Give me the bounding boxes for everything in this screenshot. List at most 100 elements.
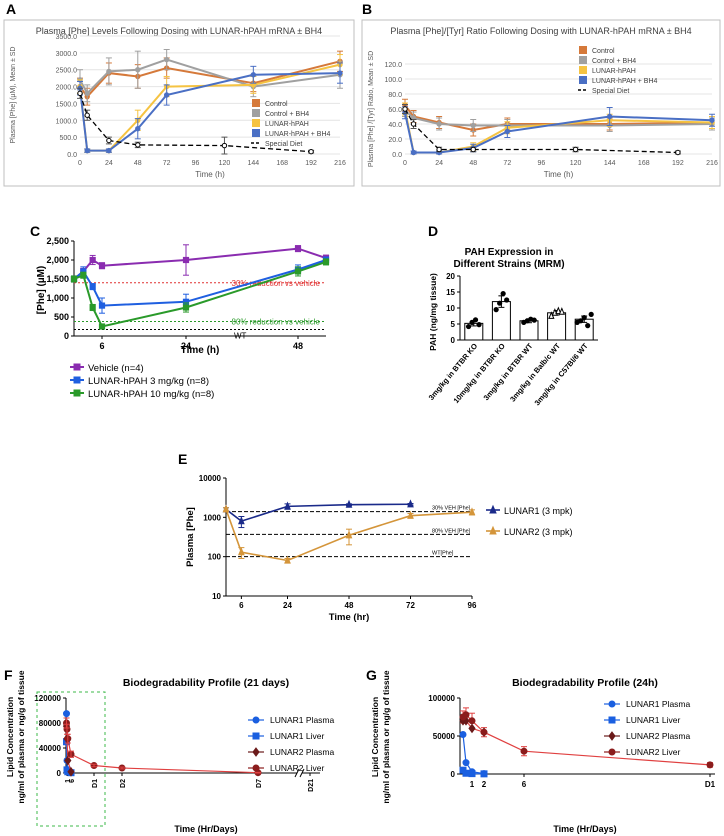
chart-b-frame — [361, 19, 721, 187]
chart-g-legend-label: LUNAR2 Liver — [626, 747, 680, 757]
chart-a-xtick: 168 — [276, 160, 288, 167]
chart-b-xtick: 96 — [538, 160, 546, 167]
chart-b-series-3-marker — [709, 117, 715, 123]
chart-f-series-2-marker — [67, 766, 75, 777]
chart-b-legend-label: Special Diet — [592, 88, 629, 95]
chart-a-series-3-marker — [163, 92, 170, 98]
chart-e-series-0-line — [225, 503, 411, 523]
chart-d-point — [493, 307, 499, 313]
chart-e-ytick: 10000 — [199, 474, 222, 483]
chart-f-series-0-marker — [63, 710, 70, 718]
chart-b-xlabel: Time (h) — [544, 170, 574, 179]
chart-f-xtick: D7 — [256, 779, 263, 788]
chart-d-ytick: 20 — [446, 272, 455, 281]
chart-e-series-0-marker — [345, 499, 353, 508]
chart-c-xtick: 48 — [293, 341, 303, 351]
chart-e-series-1-marker — [222, 504, 230, 513]
chart-f-legend-label: LUNAR1 Liver — [270, 731, 324, 741]
panel-c-label: C — [30, 223, 40, 239]
chart-g-series-1-marker — [480, 770, 488, 778]
chart-c-ytick: 1,500 — [46, 274, 69, 284]
panel-b-label: B — [362, 1, 372, 17]
chart-d-point — [531, 317, 537, 323]
chart-d-point — [578, 318, 584, 324]
chart-g-ytick: 0 — [451, 770, 456, 779]
chart-a-series-3-marker — [84, 147, 90, 154]
chart-g-legend-marker — [608, 716, 616, 724]
chart-e-xtick: 96 — [468, 601, 477, 610]
chart-e-ytick: 10 — [212, 592, 221, 601]
chart-d-category: 3mg/kg in BTBR WT — [482, 341, 535, 402]
chart-e-refline-label: WT[Phe] — [432, 551, 454, 557]
chart-b-ytick: 60.0 — [388, 107, 402, 114]
chart-f-xtick: D1 — [92, 779, 99, 788]
chart-e-xtick: 72 — [406, 601, 415, 610]
chart-b-series-3-marker — [410, 149, 417, 156]
chart-c-refline-label: WT — [234, 332, 247, 341]
chart-a-legend-swatch — [252, 99, 260, 107]
chart-b-ytick: 100.0 — [384, 77, 402, 84]
chart-d-point — [497, 300, 503, 306]
chart-f-legend-marker — [252, 716, 260, 724]
chart-c-ytick: 1,000 — [46, 293, 69, 303]
chart-a-series-1-marker — [106, 68, 112, 75]
chart-b-xtick: 120 — [570, 160, 582, 167]
chart-f-legend-label: LUNAR2 Liver — [270, 763, 324, 773]
chart-d-category: 3mg/kg in C57Bl/6 WT — [532, 341, 590, 407]
chart-a-series-1-marker — [163, 56, 170, 63]
chart-b-xtick: 168 — [638, 160, 650, 167]
chart-g-xtick: 2 — [482, 780, 487, 789]
chart-f-ylabel-cont: ng/ml of plasma or ng/g of tissue — [16, 670, 26, 803]
chart-d-point — [472, 317, 479, 323]
chart-b-legend-swatch — [579, 46, 587, 54]
chart-a-ytick: 2500.0 — [56, 68, 78, 75]
chart-c-ytick: 0 — [64, 331, 69, 341]
chart-a-series-4-marker — [308, 148, 314, 155]
chart-d-ytick: 5 — [451, 320, 456, 329]
chart-a-xtick: 144 — [247, 160, 259, 167]
chart-c-xlabel: Time (h) — [181, 345, 220, 356]
chart-c-legend-marker — [73, 376, 81, 384]
chart-g-series-3-marker — [462, 711, 470, 719]
chart-d-title-line2: Different Strains (MRM) — [453, 259, 564, 270]
chart-g-series-1-marker — [462, 769, 470, 777]
chart-f-axis-break-mark — [294, 768, 300, 778]
chart-a-legend-swatch — [252, 129, 260, 137]
chart-c-series-0-marker — [98, 262, 106, 269]
chart-d-ytick: 15 — [446, 288, 455, 297]
chart-c-series-0-marker — [89, 256, 96, 264]
chart-e-xtick: 48 — [345, 601, 354, 610]
chart-e-series-0-marker — [407, 499, 414, 508]
chart-d-point — [465, 323, 472, 330]
chart-c-legend-marker — [73, 363, 81, 371]
chart-c-series-1-marker — [89, 283, 96, 290]
chart-a-xlabel: Time (h) — [195, 170, 225, 179]
chart-c-series-2-marker — [89, 304, 96, 311]
chart-b-series-4-marker — [402, 106, 408, 112]
chart-a-legend-label: Control + BH4 — [265, 111, 309, 118]
chart-c-series-2-marker — [294, 268, 302, 275]
chart-e-refline-label: 30% VEH [Phe] — [432, 506, 471, 512]
chart-g-title: Biodegradability Profile (24h) — [512, 677, 658, 689]
chart-e-ytick: 100 — [208, 553, 222, 562]
chart-f-zoom-box — [36, 691, 106, 827]
chart-a-xtick: 192 — [305, 160, 317, 167]
chart-d-category: 3mg/kg in Balb/c WT — [508, 341, 562, 403]
chart-a-xtick: 120 — [219, 160, 231, 167]
chart-c-refline-label: 30% reduction vs vehicle — [232, 279, 321, 288]
chart-f-xtick: D21 — [308, 779, 315, 792]
chart-c-series-0-marker — [294, 245, 302, 252]
chart-a-title: Plasma [Phe] Levels Following Dosing wit… — [36, 26, 322, 36]
chart-g-series-1-marker — [468, 770, 476, 778]
chart-a-ytick: 3500.0 — [56, 34, 78, 41]
chart-f-ytick: 0 — [57, 769, 62, 778]
chart-a-legend-swatch — [252, 109, 260, 117]
chart-g-ytick: 50000 — [433, 732, 456, 741]
chart-b-legend-label: Control — [592, 48, 615, 55]
chart-d-ylabel: PAH (ng/mg tissue) — [428, 273, 438, 351]
chart-b-legend-label: Control + BH4 — [592, 58, 636, 65]
panel-f-label: F — [4, 667, 13, 683]
chart-a-ytick: 500.0 — [59, 135, 77, 142]
chart-d-title-line1: PAH Expression in — [465, 247, 554, 258]
